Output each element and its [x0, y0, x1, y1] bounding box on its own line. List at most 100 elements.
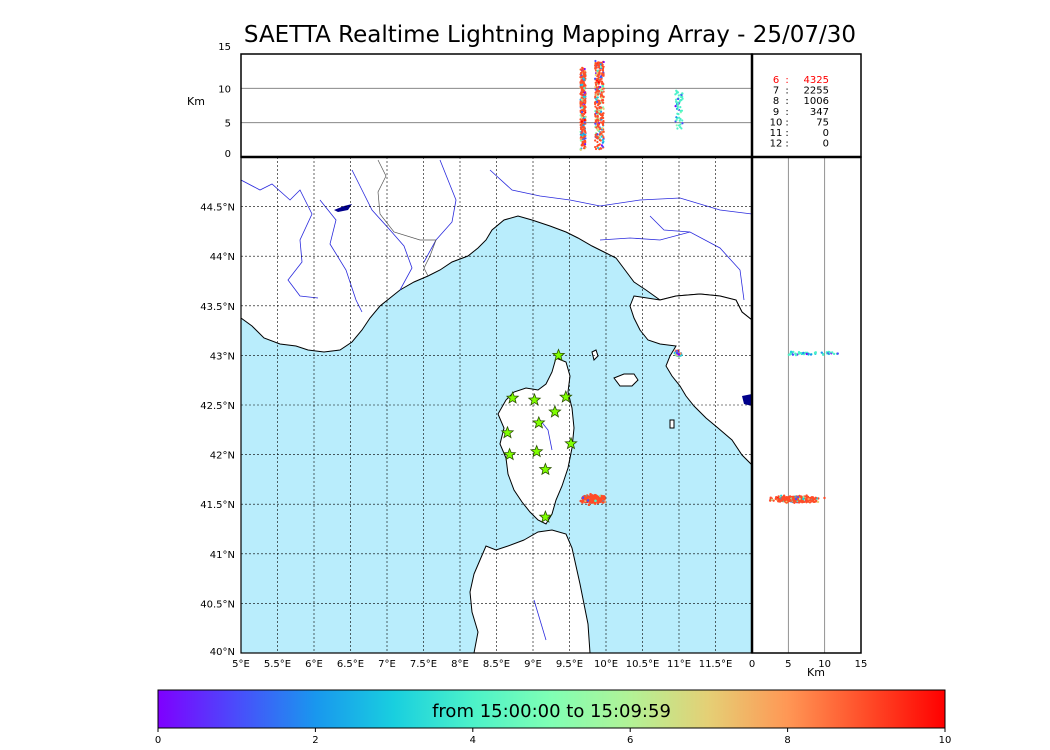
sardinia — [469, 529, 591, 653]
altitude-source-point — [581, 130, 584, 133]
altitude-source-point — [581, 106, 584, 109]
altitude-source-point — [679, 126, 682, 129]
map-source-point — [600, 494, 604, 498]
count-row-key: 11 — [770, 128, 783, 139]
altitude-source-point — [674, 98, 678, 101]
side-source-point — [794, 353, 798, 357]
altitude-source-point — [594, 147, 598, 151]
altitude-source-point — [677, 94, 680, 97]
altitude-source-point — [599, 63, 602, 66]
altitude-source-point — [579, 68, 582, 71]
chart-title: SAETTA Realtime Lightning Mapping Array … — [243, 22, 857, 48]
side-source-point — [816, 500, 820, 504]
side-source-point — [779, 499, 782, 502]
altitude-source-point — [582, 72, 585, 75]
altitude-source-point — [597, 143, 600, 147]
colorbar-tick-label: 2 — [312, 735, 318, 746]
altitude-source-point — [594, 139, 597, 142]
altitude-source-point — [600, 91, 603, 94]
altitude-source-point — [580, 110, 584, 114]
lake-bolsena — [742, 394, 752, 406]
altitude-source-point — [594, 73, 597, 77]
altitude-source-point — [678, 119, 681, 122]
altitude-source-point — [597, 66, 601, 69]
map-x-tick-label: 7.5°E — [410, 659, 437, 670]
side-source-point — [814, 500, 818, 503]
altitude-source-point — [583, 87, 586, 90]
count-row-key: 8 — [773, 96, 779, 107]
altitude-source-point — [599, 127, 602, 131]
rivers — [241, 159, 752, 641]
altitude-source-point — [680, 95, 683, 99]
altitude-source-point — [602, 107, 605, 110]
altitude-source-point — [679, 106, 682, 109]
altitude-source-point — [594, 77, 597, 80]
altitude-source-point — [597, 61, 600, 64]
map-x-tick-label: 8.5°E — [483, 659, 510, 670]
side-source-point — [813, 351, 817, 355]
station-star — [500, 425, 515, 439]
map-y-tick-label: 44.5°N — [200, 203, 235, 214]
altitude-source-point — [580, 135, 583, 138]
map-x-tick-label: 10.5°E — [626, 659, 660, 670]
map-grid — [241, 157, 752, 653]
side-source-point — [810, 495, 814, 499]
side-source-point — [781, 497, 784, 500]
count-row-value: 0 — [823, 128, 829, 139]
altitude-source-point — [581, 140, 584, 144]
map-x-tick-label: 6.5°E — [337, 659, 364, 670]
map-source-point — [586, 499, 590, 502]
altitude-source-point — [597, 103, 600, 106]
altitude-source-point — [580, 96, 583, 99]
altitude-source-point — [579, 114, 582, 117]
side-axis-label: Km — [807, 666, 825, 679]
side-panel: 0 5 10 15 Km — [749, 156, 867, 679]
altitude-source-point — [583, 129, 586, 132]
altitude-source-point — [600, 132, 603, 135]
altitude-source-point — [601, 68, 604, 71]
altitude-source-point — [583, 135, 586, 138]
altitude-source-point — [602, 83, 605, 86]
map-source-point — [594, 499, 597, 503]
altitude-source-point — [582, 123, 585, 127]
map-y-tick-label: 41°N — [210, 550, 235, 561]
altitude-source-point — [579, 76, 582, 79]
altitude-source-point — [601, 123, 605, 127]
side-source-point — [799, 495, 803, 498]
map-source-point — [581, 496, 585, 500]
colorbar-tick-label: 4 — [470, 735, 476, 746]
altitude-source-point — [595, 98, 598, 101]
corsica — [497, 357, 575, 525]
altitude-source-point — [596, 71, 599, 74]
count-row-sep: : — [785, 96, 788, 107]
altitude-source-point — [681, 97, 684, 100]
altitude-source-point — [596, 115, 599, 118]
altitude-source-point — [599, 147, 602, 150]
map-y-ticks: 40°N 40.5°N 41°N 41.5°N 42°N 42.5°N 43°N 43.5°N… — [200, 203, 235, 658]
altitude-source-point — [584, 111, 587, 114]
side-lightning-sources — [768, 350, 839, 505]
map-y-tick-label: 42.5°N — [200, 401, 235, 412]
map-y-tick-label: 42°N — [210, 451, 235, 462]
altitude-source-point — [584, 137, 587, 140]
altitude-source-point — [582, 77, 585, 80]
altitude-source-point — [596, 96, 599, 99]
map-x-tick-label: 5.5°E — [264, 659, 291, 670]
altitude-source-point — [594, 115, 597, 118]
colorbar-tick-label: 8 — [784, 735, 790, 746]
altitude-source-point — [581, 122, 584, 125]
map-source-point — [583, 497, 587, 501]
count-row-key: 7 — [773, 86, 779, 97]
station-star — [548, 404, 562, 418]
altitude-source-point — [600, 80, 604, 84]
altitude-source-point — [581, 118, 584, 121]
altitude-source-point — [583, 91, 586, 94]
altitude-panel: 0 5 10 15 Km — [187, 42, 753, 160]
altitude-source-point — [579, 139, 582, 142]
altitude-tick-label: 0 — [225, 149, 231, 160]
altitude-source-point — [584, 109, 587, 112]
altitude-source-point — [596, 111, 599, 114]
altitude-source-point — [600, 96, 603, 99]
altitude-source-point — [582, 89, 585, 92]
side-source-point — [802, 497, 805, 501]
